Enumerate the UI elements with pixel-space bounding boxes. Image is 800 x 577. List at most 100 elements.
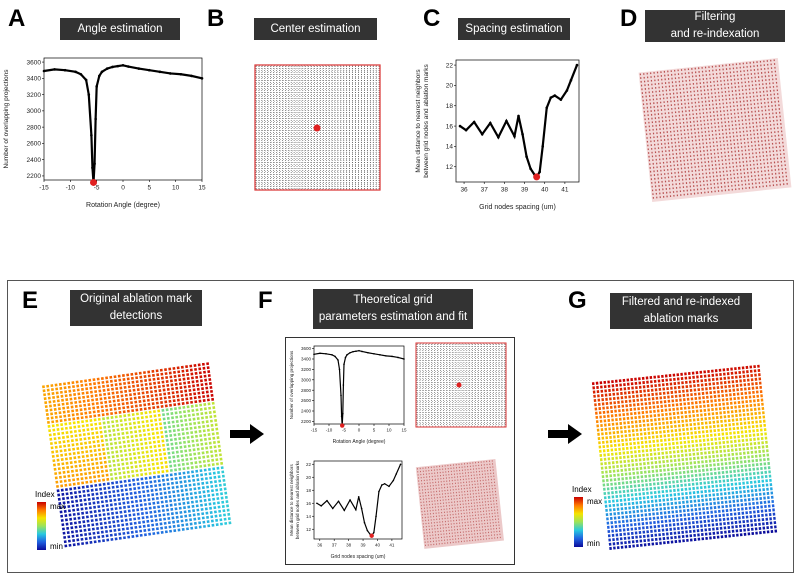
x-tick-label: 15 [401, 428, 407, 433]
data-point [87, 93, 91, 96]
data-point [105, 67, 109, 70]
minimum-marker [369, 533, 374, 538]
y-tick-label: 18 [306, 488, 312, 493]
data-point [137, 67, 141, 70]
pipeline-frame [7, 280, 794, 573]
data-point [316, 502, 318, 505]
x-tick-label: -5 [94, 185, 100, 192]
data-point [521, 132, 524, 136]
center-estimation-title: Center estimation [254, 18, 377, 40]
y-tick-label: 3200 [27, 92, 42, 99]
minimum-marker [340, 423, 345, 428]
data-point [79, 72, 83, 76]
data-point [379, 354, 381, 356]
data-point [388, 485, 390, 488]
center-marker [313, 124, 321, 132]
data-point [94, 117, 97, 121]
y-tick-label: 3600 [27, 59, 42, 66]
angle-chart: -15 -10 -5 0 5 10 15 2200 2400 2600 2800 3000 3200 34… [3, 57, 206, 209]
data-point [340, 394, 342, 397]
y-tick-label: 3600 [301, 346, 312, 351]
y-tick-label: 16 [306, 501, 312, 506]
data-point [343, 363, 345, 365]
data-point [529, 167, 532, 171]
data-point [392, 479, 395, 482]
y-tick-label: 14 [306, 514, 312, 519]
x-tick-label: 38 [501, 187, 509, 194]
y-tick-label: 16 [446, 123, 454, 130]
data-point [148, 68, 151, 72]
mini-angle-chart: -15 -10 -5 0 5 10 15 2200 2400 2600 2800 3000 3200 34… [289, 345, 407, 445]
data-point [538, 170, 541, 174]
data-point [90, 133, 93, 137]
x-axis-label: Grid nodes spacing (um) [479, 204, 556, 211]
filtered-reindexed-title: Filtered and re-indexed ablation marks [610, 293, 752, 329]
x-tick-label: 10 [172, 185, 180, 192]
data-point [399, 463, 402, 466]
x-tick-label: 0 [358, 428, 361, 433]
data-point [373, 353, 375, 355]
x-tick-label: 39 [361, 543, 367, 548]
data-point [480, 132, 484, 136]
x-axis-label: Grid nodes spacing (um) [331, 554, 386, 560]
data-point [343, 509, 346, 512]
data-point [93, 162, 96, 166]
panel-letter-e: E [22, 287, 39, 314]
x-tick-label: 36 [317, 543, 323, 548]
reindexed-grid [591, 364, 778, 550]
data-point [378, 490, 380, 493]
data-point [169, 72, 172, 75]
data-point [361, 350, 363, 353]
data-point [111, 65, 114, 69]
data-point [179, 72, 183, 76]
filtered-grid-preview [638, 58, 792, 202]
data-point [375, 515, 377, 518]
data-point [505, 119, 508, 123]
data-point [331, 354, 333, 356]
x-tick-label: -10 [326, 428, 333, 433]
data-point [342, 412, 344, 415]
colorbar-e [37, 502, 46, 550]
data-point [363, 521, 366, 524]
data-point [346, 354, 348, 356]
data-point [190, 74, 193, 78]
x-tick-label: 5 [148, 185, 152, 192]
data-point [355, 350, 357, 352]
data-point [340, 415, 343, 417]
data-point [344, 356, 347, 359]
data-point [338, 368, 341, 371]
data-point [116, 64, 120, 68]
data-point [381, 484, 383, 486]
plot-frame [43, 57, 203, 181]
y-tick-label: 22 [446, 62, 454, 69]
y-tick-label: 12 [446, 164, 454, 171]
x-tick-label: 5 [373, 428, 376, 433]
y-tick-label: 3400 [301, 357, 312, 362]
original-detections-title: Original ablation mark detections [70, 290, 202, 326]
arrow-f-to-g [548, 424, 582, 444]
data-point [383, 482, 386, 485]
plot-frame [313, 345, 405, 425]
panel-letter-a: A [8, 5, 26, 32]
colorbar-g [574, 497, 583, 547]
x-tick-label: 41 [389, 543, 395, 548]
colorbar-e-min: min [50, 542, 63, 551]
spacing-chart: 36 37 38 39 40 41 12 14 16 18 20 22 Grid nodes spaci… [415, 59, 580, 211]
data-point [549, 96, 553, 99]
data-point [98, 74, 101, 78]
data-point [367, 351, 369, 354]
y-tick-label: 3000 [27, 108, 42, 115]
data-point [334, 355, 336, 358]
grid-fit-title: Theoretical grid parameters estimation a… [313, 289, 473, 329]
data-point [545, 106, 549, 110]
data-point [458, 124, 462, 128]
y-tick-label: 2600 [27, 141, 42, 148]
data-point [360, 507, 363, 510]
data-point [349, 351, 351, 354]
x-tick-label: -15 [39, 185, 49, 192]
y-axis-label: between grid nodes and ablation marks [295, 460, 300, 539]
data-point [53, 68, 56, 71]
y-tick-label: 2200 [301, 419, 312, 424]
arrow-e-to-f [230, 424, 264, 444]
colorbar-e-title: Index [35, 490, 55, 499]
